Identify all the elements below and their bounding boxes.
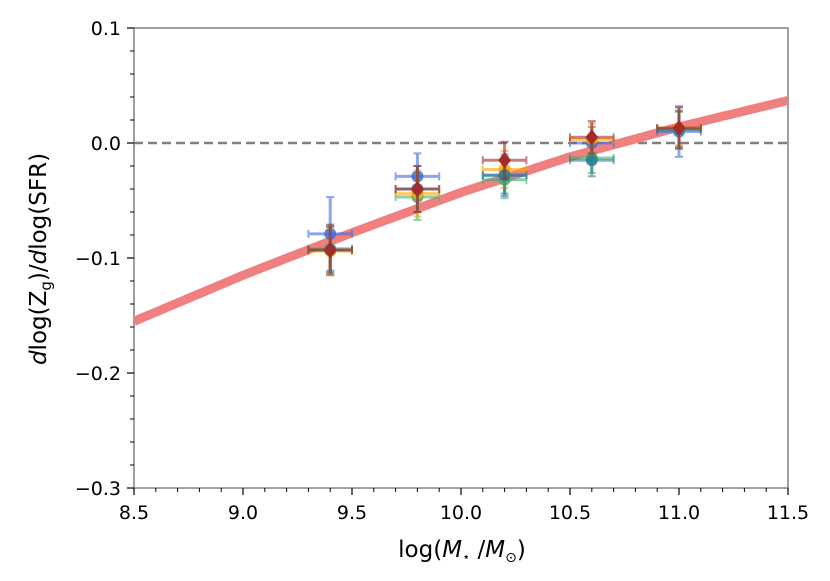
y-axis-label: dlog(Zg)/dlog(SFR) xyxy=(26,153,55,365)
series-dark-red xyxy=(307,106,702,277)
data-point-diamond xyxy=(323,241,337,258)
y-tick-label: −0.2 xyxy=(75,363,121,385)
data-point-diamond xyxy=(672,120,686,137)
x-tick-label: 9.0 xyxy=(228,502,258,524)
x-tick-label: 9.5 xyxy=(337,502,367,524)
y-tick-label: −0.1 xyxy=(75,248,121,270)
y-tick-label: −0.3 xyxy=(75,478,121,500)
x-axis-label: log(M⋆ /M⊙) xyxy=(398,537,526,566)
x-tick-label: 10.0 xyxy=(440,502,482,524)
y-tick-label: 0.1 xyxy=(91,18,121,40)
data-point-diamond xyxy=(411,181,424,197)
x-tick-label: 11.0 xyxy=(658,502,700,524)
axes-layer: 8.5 9.0 9.5 10.0 10.5 11.0 11.5 −0.3 −0.2 −0.1 0.0… xyxy=(75,18,809,524)
series-layer xyxy=(307,105,702,277)
data-point-diamond xyxy=(585,129,599,146)
x-tick-label: 11.5 xyxy=(767,502,809,524)
y-tick-label: 0.0 xyxy=(91,133,121,155)
x-tick-label: 8.5 xyxy=(119,502,149,524)
data-point-diamond xyxy=(498,152,511,169)
data-point-circle xyxy=(585,154,598,167)
x-tick-label: 10.5 xyxy=(549,502,591,524)
